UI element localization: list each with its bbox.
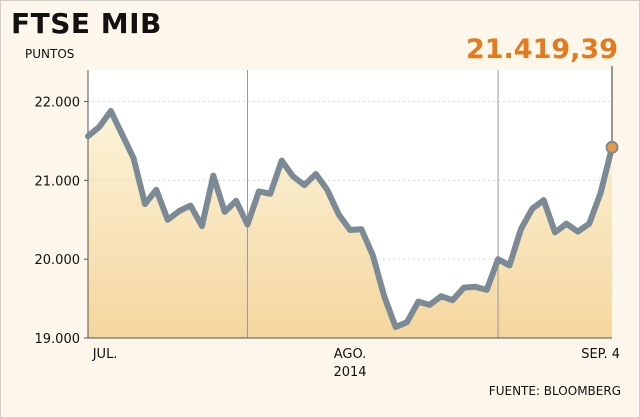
chart-title: FTSE MIB bbox=[11, 7, 162, 40]
x-tick-label: SEP. 4 bbox=[581, 347, 620, 362]
x-tick-label: JUL. bbox=[92, 347, 118, 362]
last-value-marker bbox=[605, 140, 619, 154]
last-value-label: 21.419,39 bbox=[466, 34, 618, 65]
y-tick-label: 20.000 bbox=[35, 253, 81, 268]
y-tick-label: 22.000 bbox=[35, 96, 81, 111]
x-year-label: 2014 bbox=[333, 365, 366, 380]
y-tick-label: 19.000 bbox=[35, 332, 81, 347]
y-tick-label: 21.000 bbox=[35, 174, 81, 189]
y-axis-label: PUNTOS bbox=[25, 47, 75, 61]
x-tick-label: AGO. bbox=[334, 347, 367, 362]
source-note: FUENTE: BLOOMBERG bbox=[488, 384, 621, 398]
area-fill bbox=[88, 111, 612, 338]
series-line bbox=[85, 108, 615, 330]
